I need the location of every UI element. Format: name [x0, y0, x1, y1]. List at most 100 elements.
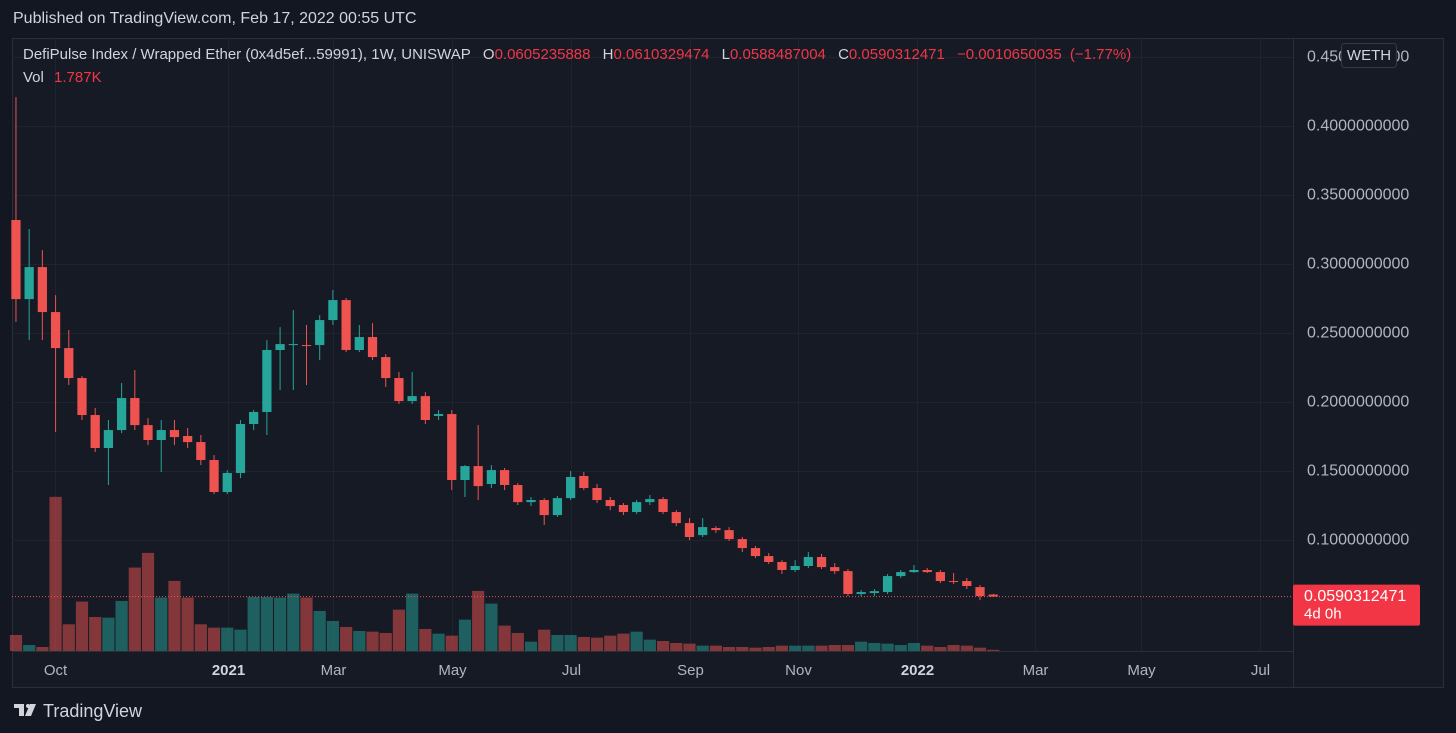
candle-body	[235, 423, 246, 473]
candle-body	[50, 312, 61, 349]
candle-body	[962, 581, 972, 587]
candle-body	[882, 576, 893, 593]
candle-body	[618, 504, 629, 513]
volume-bar	[656, 640, 670, 651]
y-tick-label: 0.2500000000	[1307, 325, 1409, 342]
change-percent: (−1.77%)	[1069, 46, 1132, 63]
volume-bar	[472, 590, 485, 651]
candle-body	[975, 587, 985, 597]
candles	[11, 97, 998, 601]
volume-bars	[9, 496, 1000, 651]
candle-body	[473, 466, 483, 487]
candle-body	[592, 488, 602, 501]
change: −0.0010650035	[957, 46, 1062, 63]
candle-body	[605, 500, 615, 507]
ohlc-label: H	[602, 46, 614, 63]
volume-bar	[841, 644, 855, 651]
candle-body	[869, 591, 879, 594]
candle-body	[24, 267, 34, 300]
candle-body	[671, 512, 681, 524]
y-tick-label: 0.1500000000	[1307, 463, 1409, 480]
volume-bar	[419, 628, 432, 651]
volume-bar	[155, 597, 168, 651]
candle-body	[830, 567, 840, 572]
ohlc-label: L	[721, 46, 730, 63]
symbol-header: DefiPulse Index / Wrapped Ether (0x4d5ef…	[23, 46, 1131, 63]
y-tick-label: 0.4000000000	[1307, 118, 1409, 135]
candle-body	[275, 344, 285, 351]
candle-body	[750, 548, 761, 557]
candle-body	[843, 571, 853, 595]
volume-bar	[181, 597, 194, 651]
candle-body	[64, 348, 74, 379]
x-tick-label: Oct	[44, 662, 68, 679]
volume-bar	[947, 644, 960, 651]
volume-bar	[115, 600, 128, 651]
volume-bar	[406, 593, 419, 651]
volume-value: 1.787K	[54, 69, 102, 86]
volume-bar	[141, 552, 155, 651]
volume-bar	[815, 645, 828, 651]
candle-body	[513, 484, 523, 503]
candle-body	[909, 569, 919, 573]
x-tick-label: May	[1127, 662, 1156, 679]
volume-bar	[762, 646, 775, 651]
volume-bar	[128, 567, 141, 651]
y-tick-label: 0.3500000000	[1307, 187, 1409, 204]
volume-bar	[313, 610, 326, 651]
candle-body	[407, 396, 417, 402]
candle-body	[196, 442, 206, 461]
volume-bar	[340, 626, 353, 651]
x-tick-label: May	[438, 662, 467, 679]
candle-body	[922, 569, 932, 573]
volume-bar	[36, 646, 49, 651]
candle-body	[565, 476, 576, 499]
volume-bar	[89, 616, 102, 651]
ohlc-value: 0.0590312471	[848, 46, 945, 63]
volume-bar	[604, 635, 617, 651]
brand-logo	[14, 704, 36, 716]
volume-bar	[789, 645, 802, 651]
candle-body	[103, 430, 114, 449]
candle-body	[209, 460, 219, 493]
y-tick-label: 0.2000000000	[1307, 394, 1409, 411]
candle-body	[288, 344, 298, 346]
volume-bar	[432, 633, 445, 651]
volume-bar	[696, 645, 709, 651]
volume-bar	[564, 634, 577, 651]
candle-body	[156, 430, 166, 440]
candle-body	[169, 430, 180, 438]
ohlc-value: 0.0605235888	[494, 46, 591, 63]
candle-body	[341, 300, 351, 351]
volume-header: Vol 1.787K	[23, 69, 102, 86]
candle-body	[988, 594, 998, 597]
bar-countdown: 4d 0h	[1304, 606, 1342, 623]
volume-bar	[168, 580, 181, 651]
volume-bar	[683, 643, 696, 651]
volume-bar	[247, 596, 260, 651]
ohlc-value: 0.0610329474	[613, 46, 710, 63]
x-tick-label: Mar	[321, 662, 347, 679]
candle-body	[222, 472, 232, 493]
volume-bar	[881, 643, 894, 651]
volume-bar	[234, 629, 247, 651]
grid: 0.1000000000 0.1500000000 0.2000000000 0.25…	[12, 38, 1409, 679]
candle-body	[249, 411, 259, 424]
published-note: Published on TradingView.com, Feb 17, 20…	[13, 10, 417, 27]
candle-body	[790, 565, 800, 570]
volume-bar	[300, 597, 313, 651]
candle-body	[183, 435, 193, 443]
volume-bar	[907, 642, 921, 651]
volume-bar	[894, 644, 907, 651]
volume-bar	[392, 609, 406, 651]
x-tick-label: Mar	[1023, 662, 1049, 679]
volume-bar	[353, 630, 366, 651]
volume-bar	[828, 644, 841, 651]
currency-badge	[1341, 43, 1397, 68]
volume-bar	[326, 620, 340, 651]
candle-body	[711, 528, 721, 531]
volume-bar	[749, 647, 762, 651]
candle-body	[130, 398, 140, 426]
last-price-box	[1293, 584, 1420, 626]
